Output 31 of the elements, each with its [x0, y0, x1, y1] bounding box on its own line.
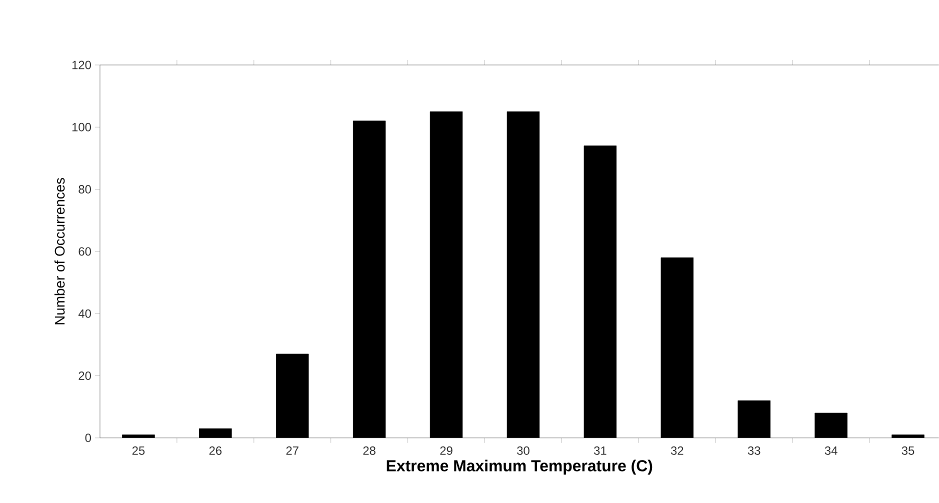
y-tick-label: 80: [78, 185, 91, 194]
x-tick-label: 28: [363, 446, 376, 455]
y-tick-label: 40: [78, 309, 91, 318]
x-tick-label: 34: [824, 446, 838, 455]
y-tick-label: 120: [72, 60, 91, 70]
bar: [352, 120, 386, 438]
y-tick-label: 0: [85, 434, 92, 442]
x-tick-label: 31: [594, 446, 606, 455]
bar: [814, 412, 848, 438]
x-tick-label: 35: [902, 446, 914, 455]
x-tick-label: 30: [517, 446, 530, 455]
y-tick-label: 100: [72, 122, 91, 132]
x-tick-label: 26: [209, 446, 222, 455]
bar: [584, 146, 617, 438]
x-axis-title: Extreme Maximum Temperature (C): [386, 460, 652, 475]
x-tick-label: 32: [670, 446, 684, 455]
bar: [122, 434, 155, 438]
bar: [660, 258, 694, 438]
y-axis-title: Number of Occurrences: [54, 178, 65, 324]
bar: [276, 354, 309, 438]
bar: [738, 400, 770, 438]
y-tick-label: 60: [78, 247, 91, 256]
x-tick-label: 29: [440, 446, 452, 455]
bar: [892, 434, 924, 438]
bar: [506, 111, 540, 438]
bar: [199, 428, 232, 438]
bar: [430, 111, 463, 438]
x-tick-label: 33: [748, 446, 760, 455]
y-tick-label: 20: [78, 372, 91, 380]
x-tick-label: 27: [286, 446, 298, 455]
x-tick-label: 25: [132, 446, 145, 455]
